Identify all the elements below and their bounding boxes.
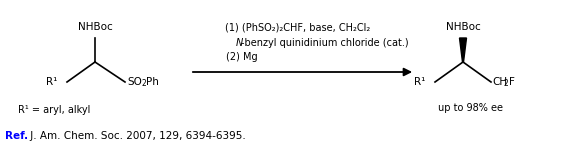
Text: up to 98% ee: up to 98% ee: [437, 103, 503, 113]
Text: 2: 2: [504, 79, 509, 88]
Text: 2: 2: [141, 79, 146, 88]
Text: CH: CH: [492, 77, 507, 87]
Text: NHBoc: NHBoc: [78, 22, 112, 32]
Text: Ph: Ph: [146, 77, 159, 87]
Text: NHBoc: NHBoc: [446, 22, 481, 32]
Text: R¹: R¹: [45, 77, 57, 87]
Text: F: F: [509, 77, 515, 87]
Text: J. Am. Chem. Soc. 2007, 129, 6394-6395.: J. Am. Chem. Soc. 2007, 129, 6394-6395.: [27, 131, 246, 141]
Text: R¹: R¹: [414, 77, 425, 87]
Text: SO: SO: [127, 77, 142, 87]
Text: N: N: [236, 38, 243, 48]
Text: -benzyl quinidinium chloride (cat.): -benzyl quinidinium chloride (cat.): [241, 38, 408, 48]
Polygon shape: [460, 38, 466, 62]
Text: (2) Mg: (2) Mg: [226, 52, 258, 62]
Text: R¹ = aryl, alkyl: R¹ = aryl, alkyl: [18, 105, 90, 115]
Text: (1) (PhSO₂)₂CHF, base, CH₂Cl₂: (1) (PhSO₂)₂CHF, base, CH₂Cl₂: [225, 23, 371, 33]
Text: Ref.: Ref.: [5, 131, 28, 141]
